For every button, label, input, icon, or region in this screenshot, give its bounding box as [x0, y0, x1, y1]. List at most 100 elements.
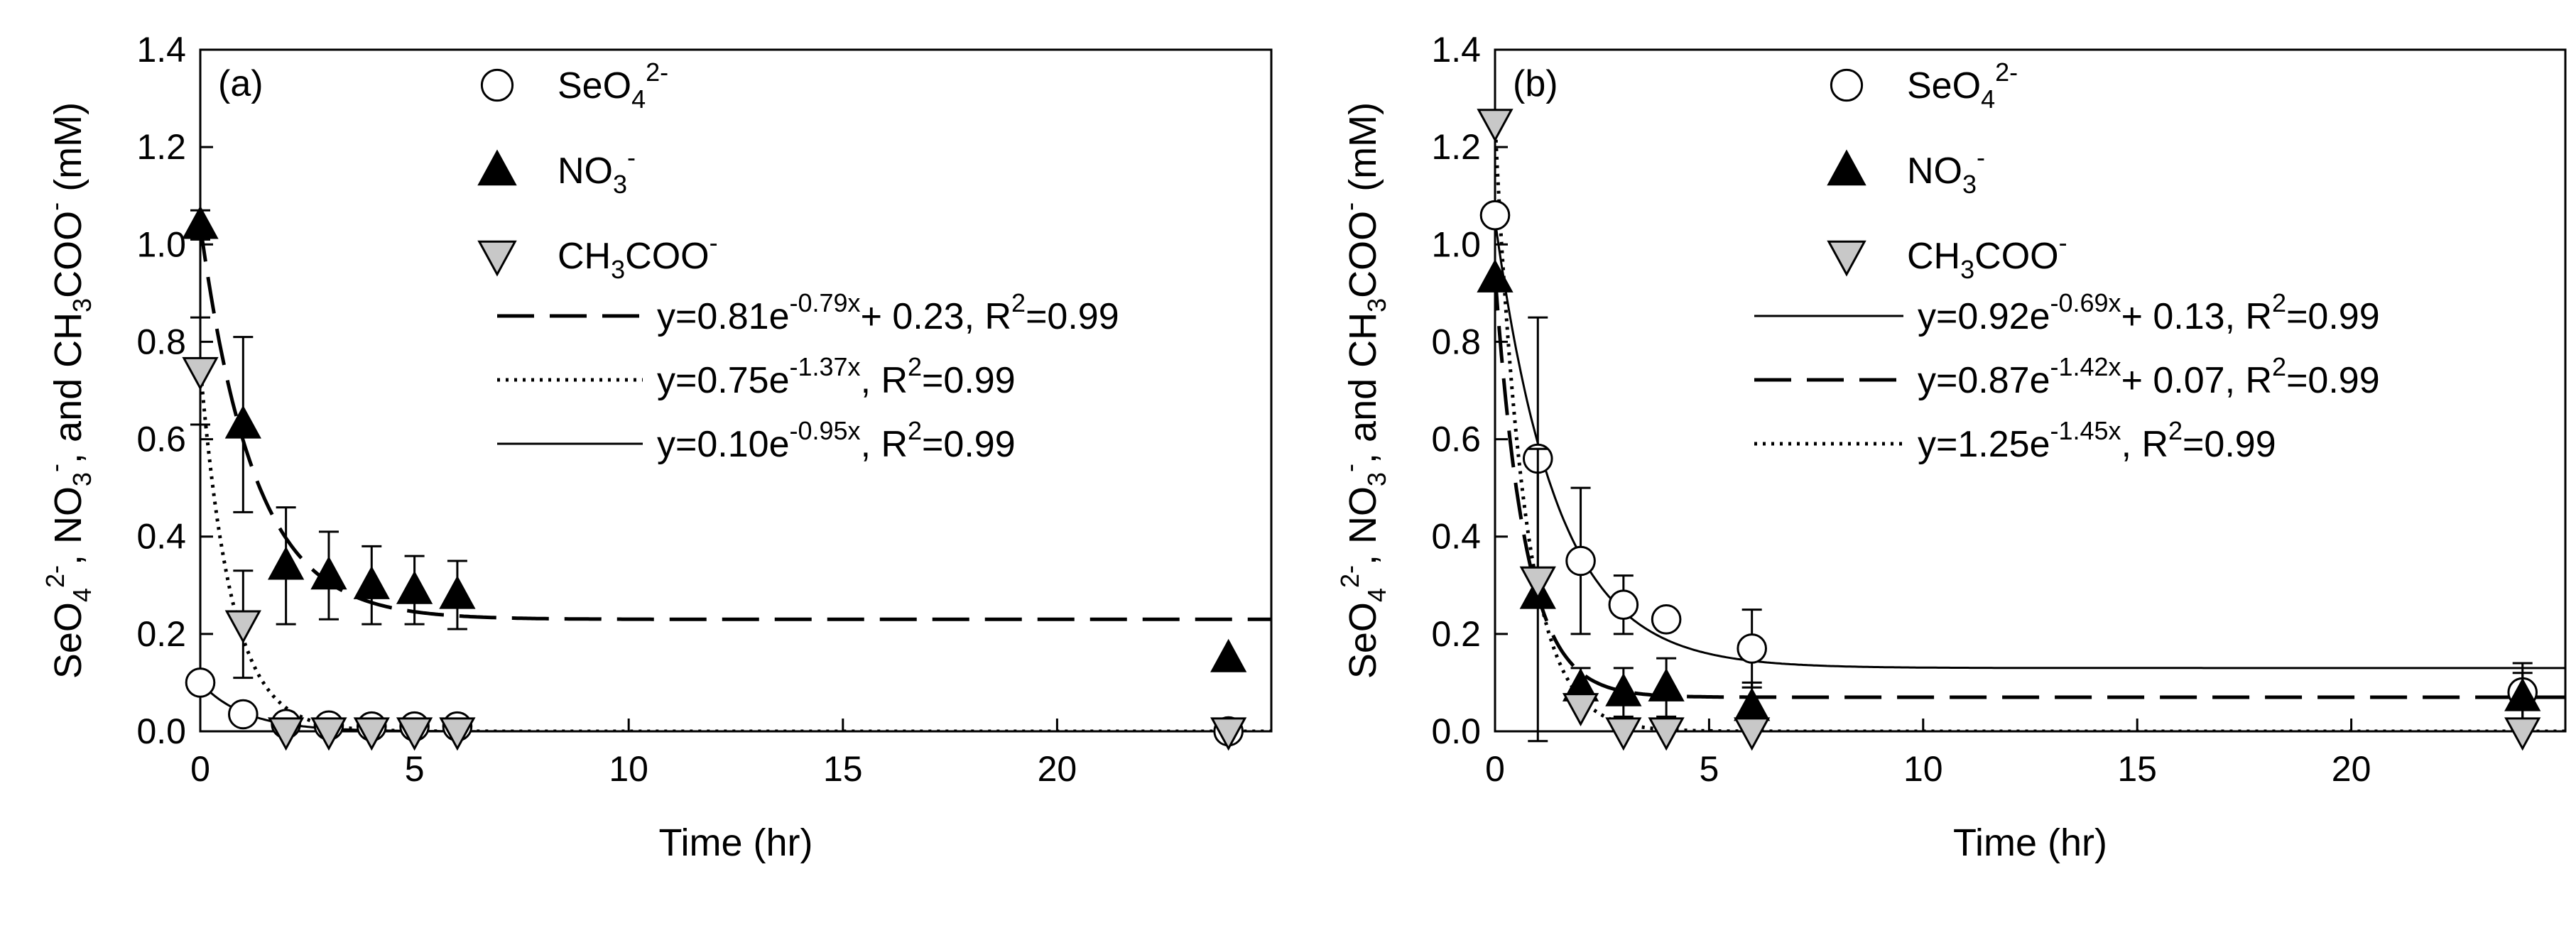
text-part: =0.99: [1026, 296, 1119, 337]
data-point: [1608, 589, 1639, 621]
legend-label: NO3-: [558, 143, 636, 199]
superscript: -: [1977, 143, 1985, 172]
superscript: -: [2059, 228, 2067, 257]
legend-marker: [480, 68, 514, 102]
text-part: COO: [625, 236, 709, 277]
x-tick-label: 5: [405, 749, 425, 789]
data-point: [182, 205, 219, 239]
x-tick-label: 0: [1485, 749, 1505, 789]
text-part: COO: [1342, 211, 1384, 298]
legend-fit-equation: y=1.25e-1.45x, R2=0.99: [1918, 416, 2276, 465]
data-point: [1648, 717, 1685, 751]
data-point: [1734, 687, 1771, 721]
text-part: SeO: [47, 602, 89, 679]
text-part: y=0.92e: [1918, 296, 2050, 337]
x-tick-label: 15: [823, 749, 863, 789]
data-point: [353, 717, 390, 751]
legend-marker: [1827, 240, 1866, 277]
superscript: 2-: [1335, 565, 1364, 588]
text-part: + 0.13, R: [2121, 296, 2272, 337]
superscript: 2: [908, 352, 922, 381]
y-tick-label: 0.8: [1431, 322, 1481, 361]
data-point: [1477, 109, 1513, 143]
data-point: [1605, 672, 1642, 706]
data-point: [1651, 604, 1682, 635]
superscript: 2-: [40, 565, 70, 588]
text-part: y=1.25e: [1918, 424, 2050, 465]
data-point: [1210, 638, 1247, 672]
x-tick-label: 5: [1699, 749, 1719, 789]
text-part: , and CH: [47, 312, 89, 464]
y-tick-label: 1.2: [136, 127, 186, 167]
text-part: y=0.87e: [1918, 360, 2050, 401]
x-tick-label: 20: [1038, 749, 1077, 789]
fit-curve-dashed: [200, 224, 1271, 621]
text-part: COO: [1974, 236, 2058, 277]
text-part: COO: [47, 211, 89, 298]
legend-marker: [477, 149, 517, 186]
series-circle: [185, 667, 1244, 747]
x-axis-title: Time (hr): [1953, 821, 2107, 864]
superscript: -0.69x: [2050, 288, 2121, 317]
legend-fit-equation: y=0.81e-0.79x+ 0.23, R2=0.99: [657, 288, 1119, 337]
data-point: [439, 717, 476, 751]
data-point: [1737, 633, 1767, 664]
legend-marker: [477, 240, 517, 277]
legend-label: SeO42-: [558, 58, 668, 114]
legend-label: NO3-: [1907, 143, 1985, 199]
series-triangle-down: [182, 316, 1247, 751]
series-triangle-up: [182, 205, 1247, 672]
subscript: 3: [1960, 255, 1974, 284]
superscript: -: [1335, 202, 1364, 211]
legend-fit-equation: y=0.87e-1.42x+ 0.07, R2=0.99: [1918, 352, 2380, 401]
superscript: 2: [2272, 352, 2286, 381]
data-point: [310, 556, 347, 590]
y-tick-label: 1.4: [136, 30, 186, 70]
subscript: 3: [1362, 298, 1391, 312]
data-point: [1562, 693, 1599, 727]
superscript: 2: [2168, 416, 2183, 445]
legend: SeO42-NO3-CH3COO-y=0.81e-0.79x+ 0.23, R2…: [477, 58, 1119, 465]
superscript: 2: [2272, 288, 2286, 317]
subscript: 4: [1981, 84, 1995, 114]
superscript: -1.37x: [790, 352, 861, 381]
data-point: [1477, 258, 1513, 293]
text-part: CH: [1907, 236, 1960, 277]
data-point: [1519, 566, 1556, 600]
superscript: -1.42x: [2050, 352, 2121, 381]
superscript: 2: [1011, 288, 1026, 317]
y-tick-label: 0.8: [136, 322, 186, 361]
data-point: [310, 717, 347, 751]
text-part: (mM): [1342, 102, 1384, 202]
data-point: [396, 570, 433, 604]
legend-marker: [1830, 68, 1864, 102]
x-tick-label: 0: [190, 749, 210, 789]
series-circle: [1479, 200, 2538, 723]
plot-frame: [1494, 48, 2567, 733]
x-tick-label: 20: [2332, 749, 2371, 789]
x-tick-label: 10: [609, 749, 648, 789]
subscript: 3: [67, 298, 97, 312]
y-tick-label: 0.0: [136, 711, 186, 751]
subscript: 4: [67, 588, 97, 602]
y-tick-label: 0.0: [1431, 711, 1481, 751]
y-tick-label: 0.4: [136, 517, 186, 557]
y-tick-label: 0.2: [1431, 614, 1481, 654]
data-point: [185, 667, 216, 698]
y-tick-label: 1.4: [1431, 30, 1481, 70]
data-point: [224, 610, 261, 644]
data-point: [1605, 717, 1642, 751]
text-part: , R: [861, 360, 908, 401]
text-part: y=0.81e: [657, 296, 790, 337]
superscript: 2-: [646, 58, 668, 87]
legend-fit-equation: y=0.75e-1.37x, R2=0.99: [657, 352, 1016, 401]
text-part: =0.99: [922, 360, 1016, 401]
legend-label: CH3COO-: [1907, 228, 2067, 284]
text-part: , R: [861, 424, 908, 465]
text-part: y=0.10e: [657, 424, 790, 465]
text-part: y=0.75e: [657, 360, 790, 401]
fit-curve-solid: [1495, 219, 2565, 670]
superscript: 2: [908, 416, 922, 445]
legend: SeO42-NO3-CH3COO-y=0.92e-0.69x+ 0.13, R2…: [1754, 58, 2380, 465]
data-point: [439, 575, 476, 609]
